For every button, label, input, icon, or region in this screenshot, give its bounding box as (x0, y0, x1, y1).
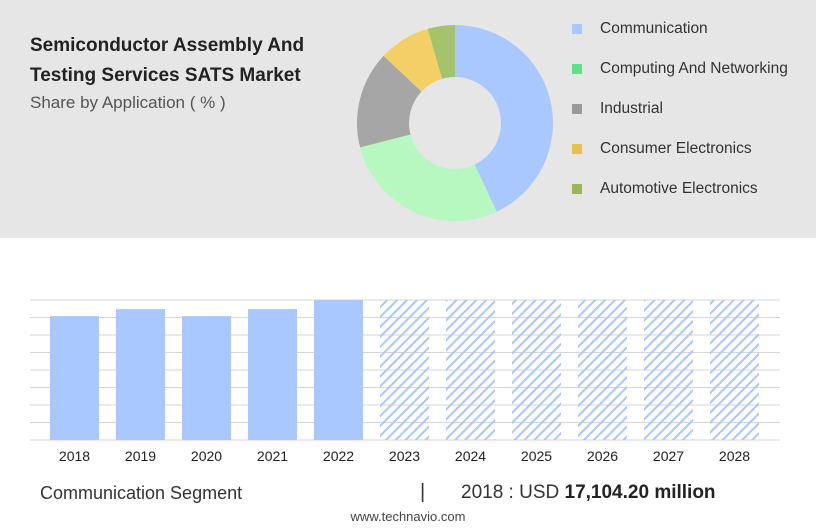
bar-2022 (314, 300, 363, 440)
bar-2025 (512, 300, 561, 440)
legend-swatch (572, 24, 582, 34)
value-amount: 17,104.20 million (564, 482, 716, 503)
source-link[interactable]: www.technavio.com (350, 509, 466, 524)
x-tick-label-2020: 2020 (191, 448, 222, 464)
bar-2023 (380, 300, 429, 440)
donut-slice-industrial (357, 55, 422, 148)
x-tick-label-2022: 2022 (323, 448, 354, 464)
chart-title: Semiconductor Assembly And Testing Servi… (30, 35, 305, 86)
legend-label: Consumer Electronics (600, 140, 752, 157)
donut-slice-consumer-electronics (383, 28, 443, 92)
chart-subtitle: Share by Application ( % ) (30, 93, 226, 112)
legend-swatch (572, 184, 582, 194)
bar-2024 (446, 300, 495, 440)
bar-2020 (182, 316, 231, 440)
legend-label: Industrial (600, 100, 663, 117)
x-tick-label-2028: 2028 (719, 448, 750, 464)
x-tick-label-2021: 2021 (257, 448, 288, 464)
legend-swatch (572, 104, 582, 114)
header-panel: Semiconductor Assembly And Testing Servi… (0, 0, 816, 238)
donut-chart (357, 25, 553, 221)
footer-separator: | (420, 481, 426, 503)
x-tick-label-2026: 2026 (587, 448, 618, 464)
value-prefix: 2018 : USD (461, 482, 560, 503)
segment-label: Communication Segment (40, 483, 243, 503)
segment-value: 2018 : USD 17,104.20 million (461, 482, 716, 504)
x-tick-label-2024: 2024 (455, 448, 486, 464)
bar-2018 (50, 316, 99, 440)
bar-2028 (710, 300, 759, 440)
donut-slice-communication (455, 25, 553, 212)
legend-label: Automotive Electronics (600, 180, 758, 197)
x-tick-label-2018: 2018 (59, 448, 90, 464)
legend-label: Computing And Networking (600, 60, 788, 77)
bar-2019 (116, 309, 165, 440)
x-tick-label-2019: 2019 (125, 448, 156, 464)
bar-2027 (644, 300, 693, 440)
legend-swatch (572, 64, 582, 74)
x-tick-label-2027: 2027 (653, 448, 684, 464)
legend-swatch (572, 144, 582, 154)
bar-2021 (248, 309, 297, 440)
bar-2026 (578, 300, 627, 440)
donut-slice-computing-and-networking (360, 134, 497, 221)
x-tick-label-2025: 2025 (521, 448, 552, 464)
donut-slice-automotive-electronics (427, 25, 455, 79)
bar-chart: 2018 2019 2020 2021 2022 2023 2024 2025 2026 2027… (30, 299, 780, 464)
x-tick-label-2023: 2023 (389, 448, 420, 464)
legend-label: Communication (600, 20, 708, 37)
